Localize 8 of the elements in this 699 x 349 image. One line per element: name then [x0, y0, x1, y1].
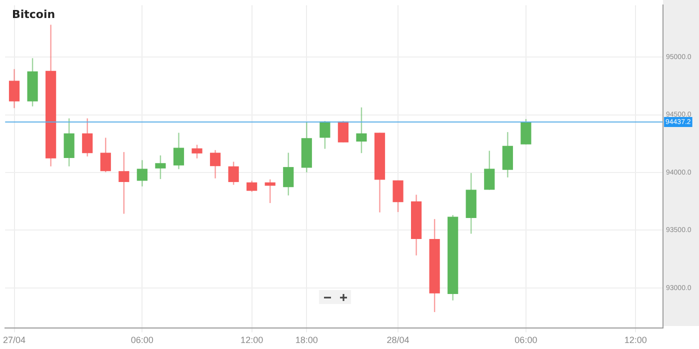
x-tick-label: 28/04: [386, 335, 410, 346]
x-tick-label: 12:00: [240, 335, 264, 346]
x-tick-label: 27/04: [2, 335, 26, 346]
x-tick-label: 06:00: [514, 335, 538, 346]
chart-title: Bitcoin: [12, 8, 56, 21]
x-tick-label: 18:00: [295, 335, 318, 346]
x-tick-label: 12:00: [624, 335, 647, 346]
x-tick-label: 06:00: [130, 335, 154, 346]
